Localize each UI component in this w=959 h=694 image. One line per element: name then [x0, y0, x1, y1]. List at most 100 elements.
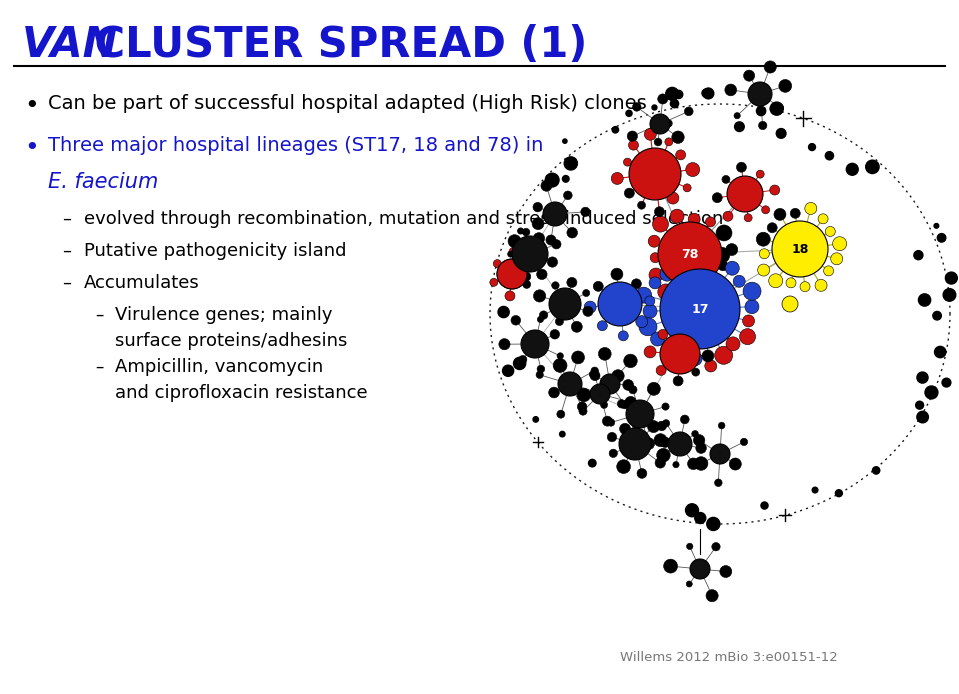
Text: 18: 18 — [791, 242, 808, 255]
Circle shape — [569, 383, 575, 390]
Circle shape — [626, 429, 633, 436]
Circle shape — [663, 420, 669, 427]
Circle shape — [598, 348, 611, 360]
Text: –: – — [62, 274, 71, 292]
Circle shape — [933, 312, 942, 320]
Circle shape — [622, 380, 634, 391]
Circle shape — [726, 244, 737, 255]
Text: and ciprofloxacin resistance: and ciprofloxacin resistance — [115, 384, 367, 402]
Circle shape — [557, 410, 565, 418]
Circle shape — [657, 421, 667, 431]
Circle shape — [685, 107, 693, 116]
Circle shape — [639, 318, 657, 336]
Circle shape — [638, 201, 645, 209]
Circle shape — [626, 110, 632, 117]
Text: Can be part of successful hospital adapted (High Risk) clones: Can be part of successful hospital adapt… — [48, 94, 646, 113]
Circle shape — [627, 131, 638, 142]
Circle shape — [499, 339, 510, 350]
Circle shape — [664, 559, 678, 573]
Circle shape — [770, 102, 784, 115]
Circle shape — [508, 262, 520, 273]
Circle shape — [723, 211, 733, 221]
Circle shape — [658, 222, 722, 286]
Circle shape — [625, 396, 637, 408]
Circle shape — [649, 277, 661, 289]
Circle shape — [617, 459, 630, 473]
Text: –: – — [62, 242, 71, 260]
Circle shape — [567, 278, 577, 287]
Circle shape — [866, 160, 879, 174]
Circle shape — [690, 559, 710, 579]
Circle shape — [549, 387, 559, 398]
Circle shape — [577, 388, 591, 402]
Circle shape — [523, 228, 530, 236]
Circle shape — [716, 225, 732, 241]
Circle shape — [532, 218, 544, 230]
Circle shape — [607, 432, 617, 442]
Circle shape — [507, 251, 514, 257]
Circle shape — [611, 268, 623, 280]
Circle shape — [782, 296, 798, 312]
Circle shape — [551, 282, 559, 289]
Circle shape — [710, 444, 730, 464]
Circle shape — [644, 296, 655, 306]
Circle shape — [698, 252, 712, 266]
Circle shape — [917, 412, 928, 423]
Circle shape — [611, 172, 623, 185]
Circle shape — [533, 290, 546, 302]
Circle shape — [713, 193, 722, 203]
Circle shape — [607, 418, 615, 426]
Circle shape — [656, 366, 667, 375]
Circle shape — [660, 267, 674, 281]
Circle shape — [546, 174, 559, 187]
Circle shape — [706, 590, 718, 602]
Circle shape — [667, 192, 679, 204]
Circle shape — [774, 208, 786, 221]
Text: •: • — [24, 136, 38, 160]
Circle shape — [702, 350, 713, 362]
Circle shape — [681, 246, 699, 264]
Text: VAN: VAN — [22, 24, 119, 66]
Circle shape — [591, 367, 598, 375]
Circle shape — [748, 82, 772, 106]
Circle shape — [665, 341, 676, 353]
Circle shape — [644, 128, 656, 140]
Circle shape — [533, 232, 545, 244]
Circle shape — [847, 163, 858, 176]
Circle shape — [546, 235, 556, 245]
Circle shape — [523, 280, 530, 289]
Circle shape — [786, 278, 796, 288]
Circle shape — [812, 487, 818, 493]
Circle shape — [824, 266, 833, 276]
Circle shape — [643, 438, 655, 450]
Circle shape — [681, 287, 690, 297]
Circle shape — [770, 185, 780, 195]
Circle shape — [602, 416, 613, 426]
Circle shape — [739, 329, 756, 345]
Circle shape — [758, 264, 770, 276]
Circle shape — [553, 359, 567, 373]
Text: Accumulates: Accumulates — [84, 274, 199, 292]
Circle shape — [660, 334, 700, 374]
Circle shape — [934, 346, 946, 357]
Circle shape — [533, 416, 538, 422]
Text: CLUSTER SPREAD (1): CLUSTER SPREAD (1) — [80, 24, 587, 66]
Circle shape — [687, 543, 693, 550]
Circle shape — [693, 434, 705, 446]
Circle shape — [714, 479, 722, 486]
Text: Putative pathogenicity island: Putative pathogenicity island — [84, 242, 346, 260]
Circle shape — [551, 239, 561, 249]
Circle shape — [549, 288, 581, 320]
Text: Ampicillin, vancomycin: Ampicillin, vancomycin — [115, 358, 323, 376]
Circle shape — [497, 259, 527, 289]
Circle shape — [729, 458, 741, 470]
Circle shape — [830, 253, 843, 265]
Circle shape — [628, 140, 639, 150]
Circle shape — [620, 423, 630, 434]
Circle shape — [536, 371, 544, 378]
Circle shape — [498, 307, 509, 318]
Circle shape — [619, 428, 651, 460]
Circle shape — [583, 289, 590, 296]
Circle shape — [658, 330, 667, 339]
Circle shape — [689, 352, 702, 366]
